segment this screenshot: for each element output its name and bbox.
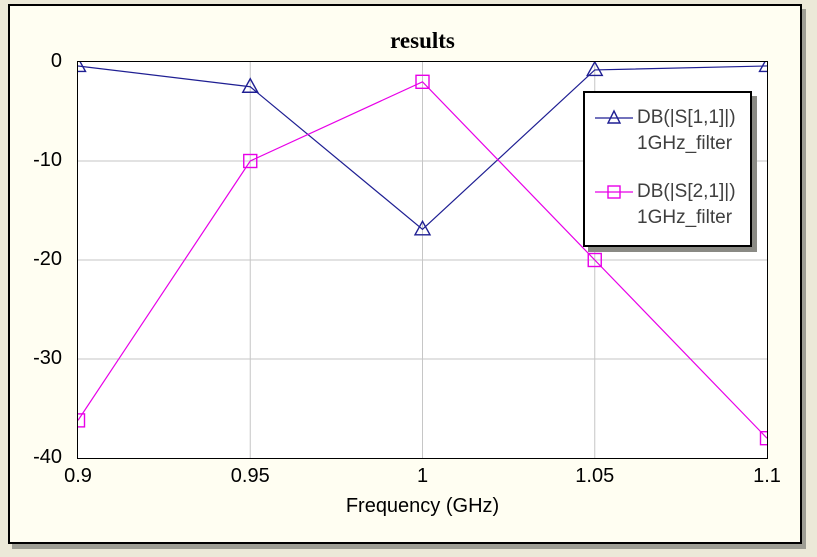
chart-title: results [390,28,455,53]
graph-window: results 0 -10 -20 -30 -40 0.9 0.95 1 1.05 1.1 Fr… [8,4,802,544]
x-axis-tick-labels: 0.9 0.95 1 1.05 1.1 [64,465,781,491]
s21-square-marker-icon [595,179,637,206]
y-axis-tick-labels: 0 -10 -20 -30 -40 [10,50,70,468]
triangle-marker-icon [758,62,767,73]
square-marker-icon [78,413,86,428]
square-marker-icon [243,153,258,169]
legend-label-s11-source: 1GHz_filter [637,133,733,154]
legend-entry-s11: DB(|S[1,1]|) 1GHz_filter [595,105,736,157]
legend-label-s21-source: 1GHz_filter [637,207,733,228]
x-tick-label: 0.9 [64,465,92,487]
triangle-marker-icon [241,77,259,93]
y-tick-label: -40 [33,446,62,468]
x-tick-label: 0.95 [230,465,270,487]
legend-label-s21-measurement: DB(|S[2,1]|) [637,181,736,202]
legend-label-s11-measurement: DB(|S[1,1]|) [637,107,736,128]
triangle-marker-icon [586,62,604,77]
y-tick-label: -20 [33,248,62,270]
x-tick-label: 1 [416,465,429,487]
x-axis-title: Frequency (GHz) [345,495,500,517]
series-line [78,81,767,439]
legend-box[interactable]: DB(|S[1,1]|) 1GHz_filter DB(|S[2,1]|) 1G… [583,91,752,247]
x-tick-label: 1.1 [753,465,781,487]
plot-canvas [78,62,767,458]
s11-triangle-marker-icon [595,105,637,132]
legend-label-s21: DB(|S[2,1]|) 1GHz_filter [637,179,736,231]
y-tick-label: -10 [33,149,62,171]
x-tick-label: 1.05 [575,465,615,487]
square-marker-icon [415,74,430,90]
triangle-marker-icon [413,219,432,236]
y-tick-label: 0 [50,50,62,72]
legend-label-s11: DB(|S[1,1]|) 1GHz_filter [637,105,736,157]
square-marker-icon [587,252,602,268]
square-marker-icon [759,431,767,446]
series-line [78,65,767,231]
y-tick-label: -30 [33,347,62,369]
legend-entry-s21: DB(|S[2,1]|) 1GHz_filter [595,179,736,231]
triangle-marker-icon [78,62,87,73]
